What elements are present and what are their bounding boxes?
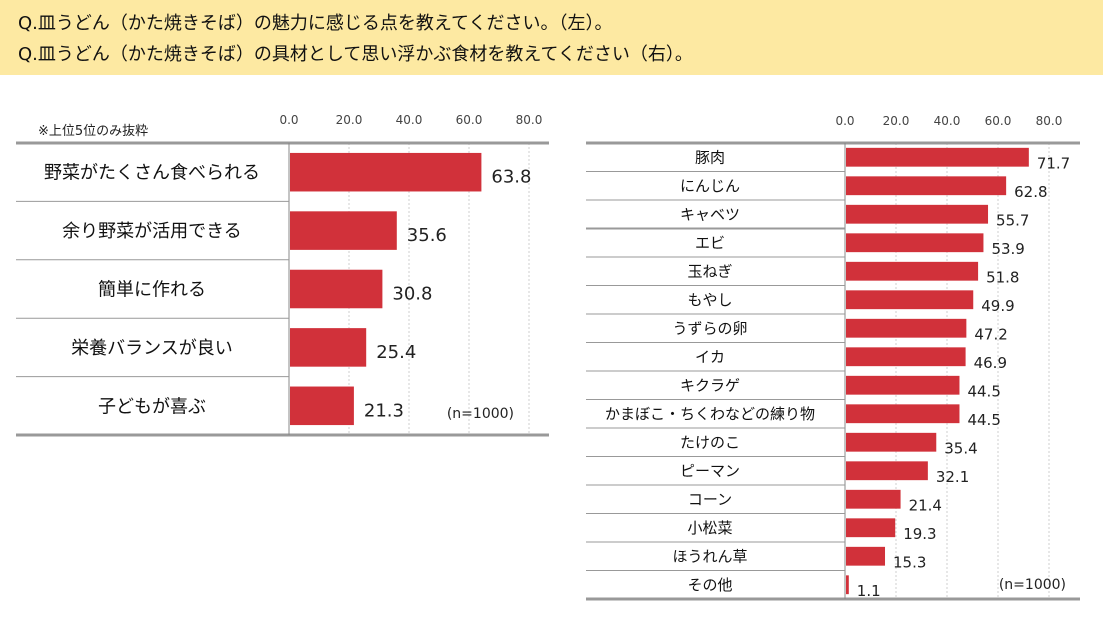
left-bar (290, 211, 397, 250)
right-category-label: うずらの卵 (672, 320, 747, 338)
right-category-label: キクラゲ (680, 377, 740, 395)
left-value-label: 25.4 (376, 342, 416, 363)
right-value-label: 21.4 (909, 497, 942, 515)
right-category-label: その他 (687, 576, 732, 594)
right-value-label: 44.5 (967, 383, 1000, 401)
left-x-tick-label: 80.0 (516, 113, 543, 127)
left-category-label: 子どもが喜ぶ (98, 396, 206, 417)
right-x-tick-label: 20.0 (883, 114, 910, 128)
right-bar (846, 290, 974, 310)
right-value-label: 53.9 (991, 240, 1024, 258)
right-value-label: 62.8 (1014, 183, 1047, 201)
left-bar (290, 152, 482, 192)
right-category-label: ピーマン (680, 462, 740, 480)
left-x-tick-label: 20.0 (336, 113, 363, 127)
right-bar (846, 546, 886, 566)
left-category-label: 野菜がたくさん食べられる (44, 163, 260, 184)
right-x-tick-label: 80.0 (1036, 114, 1063, 128)
right-category-label: もやし (687, 291, 732, 309)
right-bar (846, 575, 849, 595)
right-value-label: 15.3 (893, 554, 926, 572)
right-value-label: 49.9 (981, 297, 1014, 315)
left-value-label: 21.3 (364, 400, 404, 421)
right-bar (846, 233, 984, 253)
right-x-tick-label: 0.0 (835, 114, 854, 128)
left-x-tick-label: 40.0 (396, 113, 423, 127)
left-x-tick-label: 60.0 (456, 113, 483, 127)
left-value-label: 63.8 (491, 167, 531, 188)
right-bar (846, 489, 901, 509)
right-bar (846, 375, 960, 395)
right-category-label: にんじん (680, 177, 740, 195)
left-category-label: 簡単に作れる (98, 279, 206, 300)
left-value-label: 30.8 (392, 283, 432, 304)
right-category-label: キャベツ (680, 206, 740, 224)
right-value-label: 35.4 (944, 440, 977, 458)
right-value-label: 47.2 (974, 326, 1007, 344)
left-bar (290, 386, 354, 426)
right-value-label: 32.1 (936, 468, 969, 486)
question-header: Q.皿うどん（かた焼きそば）の魅力に感じる点を教えてください。（左）。 Q.皿う… (0, 0, 1103, 75)
left-sample-size: (n=1000) (447, 406, 514, 422)
right-x-tick-label: 40.0 (934, 114, 961, 128)
question-1: Q.皿うどん（かた焼きそば）の魅力に感じる点を教えてください。（左）。 (18, 13, 613, 34)
right-bar (846, 318, 967, 338)
left-x-tick-label: 0.0 (279, 113, 298, 127)
right-value-label: 44.5 (967, 411, 1000, 429)
right-bar (846, 261, 979, 281)
right-bar (846, 147, 1029, 167)
right-sample-size: (n=1000) (999, 577, 1066, 593)
top5-note: ※上位5位のみ抜粋 (38, 124, 149, 139)
right-category-label: エビ (695, 234, 725, 252)
left-value-label: 35.6 (407, 225, 447, 246)
right-category-label: たけのこ (680, 434, 740, 452)
right-category-label: 玉ねぎ (687, 263, 732, 281)
right-bar (846, 204, 989, 224)
right-value-label: 51.8 (986, 269, 1019, 287)
left-category-label: 余り野菜が活用できる (62, 221, 242, 242)
right-bar (846, 432, 937, 452)
right-bar (846, 404, 960, 424)
right-value-label: 1.1 (857, 582, 881, 600)
right-category-label: 豚肉 (695, 149, 725, 167)
right-bar (846, 518, 896, 538)
left-bar (290, 328, 367, 367)
right-bar (846, 347, 966, 367)
right-value-label: 71.7 (1037, 155, 1070, 173)
right-category-label: かまぼこ・ちくわなどの練り物 (605, 405, 815, 423)
right-category-label: 小松菜 (687, 519, 732, 537)
right-category-label: コーン (688, 491, 732, 509)
question-2: Q.皿うどん（かた焼きそば）の具材として思い浮かぶ食材を教えてください（右）。 (18, 44, 693, 65)
right-category-label: ほうれん草 (672, 548, 747, 566)
right-category-label: イカ (695, 348, 725, 366)
left-category-label: 栄養バランスが良い (71, 338, 233, 359)
right-bar (846, 461, 928, 481)
right-value-label: 55.7 (996, 212, 1029, 230)
left-bar (290, 269, 383, 309)
right-bar (846, 176, 1007, 196)
right-value-label: 46.9 (974, 354, 1007, 372)
right-value-label: 19.3 (903, 525, 936, 543)
right-x-tick-label: 60.0 (985, 114, 1012, 128)
